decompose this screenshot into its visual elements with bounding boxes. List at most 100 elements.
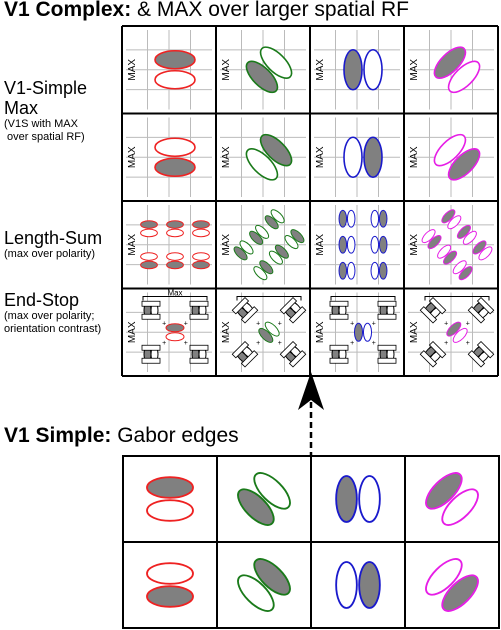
gabor-lobe — [362, 322, 373, 342]
detector-cap — [141, 300, 161, 307]
gabor-lobe — [255, 224, 270, 239]
gabor-lobe — [146, 585, 194, 608]
detector-cap — [329, 344, 349, 351]
end-stop-surround-detector — [141, 344, 161, 364]
length-sum-gabor — [338, 261, 356, 280]
end-stop-surround-detector — [329, 344, 349, 364]
detector-cap — [377, 313, 397, 320]
length-sum-gabor — [284, 229, 305, 250]
end-stop-surround-detector — [231, 340, 259, 368]
gabor-lobe — [452, 260, 467, 275]
max-side-label: MAX — [127, 146, 138, 168]
gabor-lobe — [237, 574, 275, 612]
gabor-lobe — [239, 240, 254, 255]
simple-cell-1-2 — [310, 541, 406, 629]
complex-title: V1 Complex: & MAX over larger spatial RF — [4, 0, 409, 22]
length-sum-gabor — [437, 244, 458, 265]
plus-sign: + — [184, 320, 188, 327]
plus-sign: + — [256, 320, 260, 327]
end-stop-center-gabor — [353, 322, 373, 342]
complex-gabor-1-1 — [245, 133, 293, 181]
plus-sign: + — [350, 340, 354, 347]
detector-cap — [329, 357, 349, 364]
complex-gabor-0-3 — [433, 46, 481, 94]
gabor-lobe — [421, 229, 436, 244]
detector-cap — [189, 357, 209, 364]
row-title-line: Max — [4, 98, 39, 118]
gabor-lobe — [425, 472, 463, 510]
gabor-lobe — [154, 137, 196, 158]
simple-gabor-1-2 — [335, 561, 381, 609]
length-sum-cell-0 — [140, 220, 210, 270]
gabor-lobe — [458, 266, 473, 281]
gabor-lobe — [456, 224, 471, 239]
plus-sign: + — [256, 340, 260, 347]
detector-cap — [329, 313, 349, 320]
detector-cap — [240, 306, 259, 324]
gabor-lobe — [258, 327, 274, 343]
gabor-lobe — [441, 209, 456, 224]
gabor-lobe — [166, 220, 184, 229]
gabor-lobe — [253, 558, 291, 596]
simple-gabor-0-1 — [237, 472, 291, 526]
detector-cap — [476, 296, 495, 315]
gabor-lobe — [154, 157, 196, 178]
detector-cap — [377, 357, 397, 364]
complex-gabor-0-0 — [154, 49, 196, 90]
length-sum-gabor — [253, 260, 274, 281]
gabor-lobe — [237, 488, 275, 526]
length-sum-cell-3 — [421, 209, 493, 281]
max-side-label: MAX — [409, 234, 420, 256]
end-stop-center-gabor — [258, 321, 280, 343]
plus-sign: + — [466, 320, 470, 327]
detector-cap — [419, 350, 438, 368]
max-bracket — [424, 296, 490, 301]
simple-gabor-1-1 — [237, 558, 291, 612]
end-stop-surround-detector — [279, 340, 307, 368]
gabor-lobe — [268, 250, 283, 265]
row-label-length-sum: Length-Sum (max over polarity) — [4, 228, 102, 261]
end-stop-surround-detector — [189, 344, 209, 364]
max-side-label: MAX — [221, 234, 232, 256]
max-side-label: MAX — [127, 234, 138, 256]
complex-gabor-0-2 — [343, 48, 383, 91]
detector-cap — [288, 350, 307, 368]
length-sum-gabor — [370, 209, 388, 228]
length-sum-gabor — [192, 252, 210, 270]
length-sum-gabor — [264, 209, 285, 230]
detector-cap — [189, 344, 209, 351]
simple-gabor-0-2 — [335, 475, 381, 523]
gabor-lobe — [363, 136, 383, 179]
gabor-lobe — [478, 246, 493, 261]
length-sum-gabor — [166, 220, 184, 238]
simple-cell-0-0 — [122, 455, 218, 543]
gabor-lobe — [290, 229, 305, 244]
detector-cap — [141, 344, 161, 351]
row-sub-line: (max over polarity) — [4, 248, 96, 260]
gabor-lobe — [370, 235, 380, 254]
gabor-lobe — [472, 240, 487, 255]
detector-cap — [279, 340, 298, 359]
max-side-label: MAX — [315, 321, 326, 343]
complex-gabor-1-0 — [154, 137, 196, 178]
plus-sign: + — [162, 320, 166, 327]
simple-cell-1-3 — [404, 541, 500, 629]
gabor-lobe — [443, 250, 458, 265]
gabor-lobe — [245, 60, 279, 94]
detector-cap — [231, 296, 250, 315]
gabor-lobe — [335, 561, 358, 609]
max-side-label: MAX — [409, 321, 420, 343]
gabor-lobe — [378, 209, 388, 228]
length-sum-gabor — [338, 235, 356, 254]
gabor-lobe — [358, 475, 381, 523]
simple-cell-0-2 — [310, 455, 406, 543]
complex-gabor-0-1 — [245, 46, 293, 94]
simple-cell-1-0 — [122, 541, 218, 629]
complex-gabor-1-2 — [343, 136, 383, 179]
plus-sign: + — [278, 320, 282, 327]
gabor-lobe — [270, 209, 285, 224]
length-sum-gabor — [249, 224, 270, 245]
detector-cap — [240, 350, 259, 368]
detector-cap — [231, 340, 250, 359]
length-sum-gabor — [140, 220, 158, 238]
